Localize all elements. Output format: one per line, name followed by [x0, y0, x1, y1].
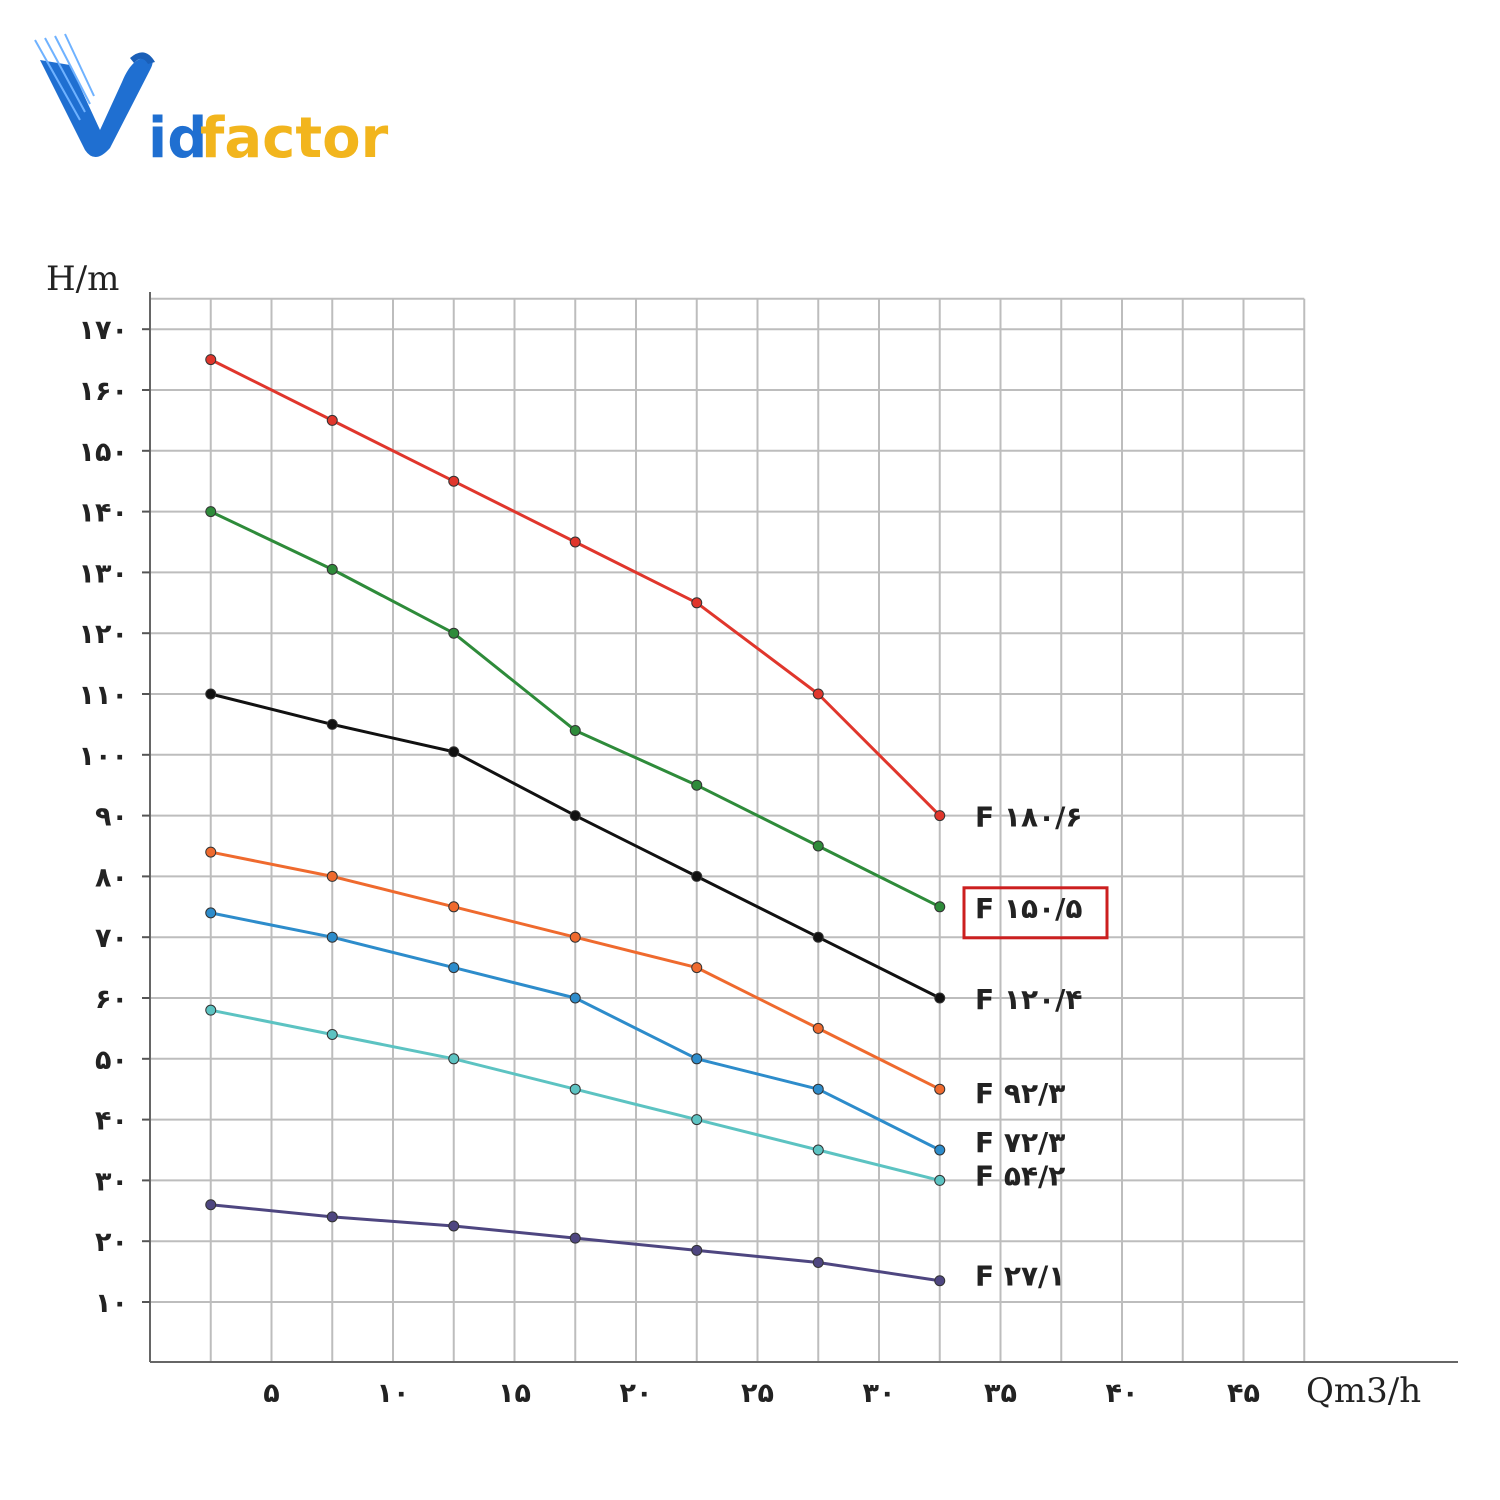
data-point: [205, 846, 217, 858]
data-point: [812, 1083, 824, 1095]
series-label: F ۵۴/۲: [975, 1159, 1065, 1192]
data-point: [448, 962, 460, 974]
data-point: [691, 870, 703, 882]
logo-text-factor: factor: [200, 106, 389, 171]
data-point: [934, 1275, 946, 1287]
series-label: F ۷۲/۳: [975, 1126, 1065, 1159]
y-tick-label: ۴۰: [95, 1106, 128, 1137]
series-label: F ۱۸۰/۶: [975, 801, 1082, 834]
chart-axes: [149, 292, 1458, 1363]
data-point: [448, 475, 460, 487]
data-point: [691, 1244, 703, 1256]
x-tick-label: ۱۵: [498, 1378, 531, 1409]
data-point: [448, 627, 460, 639]
data-point: [569, 931, 581, 943]
data-point: [205, 506, 217, 518]
y-axis-title: H/m: [46, 259, 119, 299]
chart-grid: [149, 297, 1306, 1362]
data-point: [205, 688, 217, 700]
data-point: [934, 810, 946, 822]
data-point: [205, 907, 217, 919]
logo-bird-v-icon: [34, 33, 155, 158]
series-label: F ۱۵۰/۵: [975, 892, 1082, 925]
data-point: [569, 724, 581, 736]
data-point: [812, 1256, 824, 1268]
series-label: F ۲۷/۱: [975, 1260, 1065, 1293]
data-point: [448, 1220, 460, 1232]
x-tick-label: ۲۰: [620, 1378, 653, 1409]
data-point: [934, 901, 946, 913]
y-tick-label: ۱۲۰: [79, 619, 128, 650]
y-tick-label: ۱۱۰: [79, 680, 128, 711]
y-tick-label: ۵۰: [95, 1045, 128, 1076]
data-point: [448, 1053, 460, 1065]
x-axis-title: Qm3/h: [1306, 1371, 1421, 1411]
data-point: [326, 870, 338, 882]
data-point: [812, 1022, 824, 1034]
data-point: [448, 746, 460, 758]
y-tick-label: ۳۰: [95, 1166, 128, 1197]
data-point: [934, 1144, 946, 1156]
y-tick-label: ۱۳۰: [79, 558, 128, 589]
series-label-highlight-box: [962, 886, 1109, 940]
y-tick-label: ۷۰: [95, 923, 128, 954]
x-tick-label: ۲۵: [741, 1378, 774, 1409]
logo-text-id: id: [148, 106, 207, 171]
data-point: [205, 1199, 217, 1211]
data-point: [934, 1174, 946, 1186]
series-label: F ۹۲/۳: [975, 1077, 1065, 1110]
data-point: [934, 1083, 946, 1095]
x-tick-label: ۴۵: [1227, 1378, 1260, 1409]
data-point: [691, 779, 703, 791]
y-tick-label: ۹۰: [95, 802, 128, 833]
y-tick-label: ۱۰: [95, 1288, 128, 1319]
x-tick-label: ۱۰: [377, 1378, 410, 1409]
data-point: [934, 992, 946, 1004]
data-point: [326, 563, 338, 575]
chart-series: [205, 354, 946, 1287]
series-label: F ۱۲۰/۴: [975, 983, 1082, 1016]
data-point: [569, 810, 581, 822]
data-point: [691, 962, 703, 974]
y-tick-label: ۲۰: [95, 1227, 128, 1258]
data-point: [205, 1004, 217, 1016]
data-point: [326, 414, 338, 426]
data-point: [812, 840, 824, 852]
data-point: [691, 1053, 703, 1065]
data-point: [448, 901, 460, 913]
data-point: [205, 354, 217, 366]
y-tick-label: ۱۶۰: [79, 376, 128, 407]
x-tick-label: ۳۰: [863, 1378, 896, 1409]
data-point: [812, 688, 824, 700]
data-point: [326, 1028, 338, 1040]
series-labels: F ۱۸۰/۶ F ۱۵۰/۵ F ۱۲۰/۴ F ۹۲/۳ F ۷۲/۳F ۵۴/۲ F…: [962, 801, 1109, 1293]
x-tick-label: ۵: [263, 1378, 279, 1409]
data-point: [326, 1211, 338, 1223]
data-point: [569, 536, 581, 548]
data-point: [569, 1232, 581, 1244]
data-point: [569, 1083, 581, 1095]
data-point: [326, 931, 338, 943]
data-point: [812, 931, 824, 943]
data-point: [691, 1114, 703, 1126]
x-tick-label: ۴۰: [1106, 1378, 1139, 1409]
data-point: [812, 1144, 824, 1156]
vidfactor-logo: id factor: [34, 33, 389, 171]
y-tick-label: ۱۰۰: [79, 741, 128, 772]
y-tick-labels: ۱۰ ۲۰ ۳۰ ۴۰ ۵۰ ۶۰ ۷۰ ۸۰ ۹۰ ۱۰۰ ۱۱۰ ۱۲۰ ۱۳۰ ۱۴۰ ۱۵۰ ۱۶۰ ۱…: [79, 315, 150, 1319]
data-point: [691, 597, 703, 609]
data-point: [326, 718, 338, 730]
y-tick-label: ۱۴۰: [79, 498, 128, 529]
x-tick-label: ۳۵: [984, 1378, 1017, 1409]
y-tick-label: ۶۰: [95, 984, 128, 1015]
x-tick-labels: ۵ ۱۰ ۱۵ ۲۰ ۲۵ ۳۰ ۳۵ ۴۰ ۴۵: [263, 1378, 1260, 1409]
y-tick-label: ۱۷۰: [79, 315, 128, 346]
data-point: [569, 992, 581, 1004]
y-tick-label: ۸۰: [95, 862, 128, 893]
y-tick-label: ۱۵۰: [79, 437, 128, 468]
